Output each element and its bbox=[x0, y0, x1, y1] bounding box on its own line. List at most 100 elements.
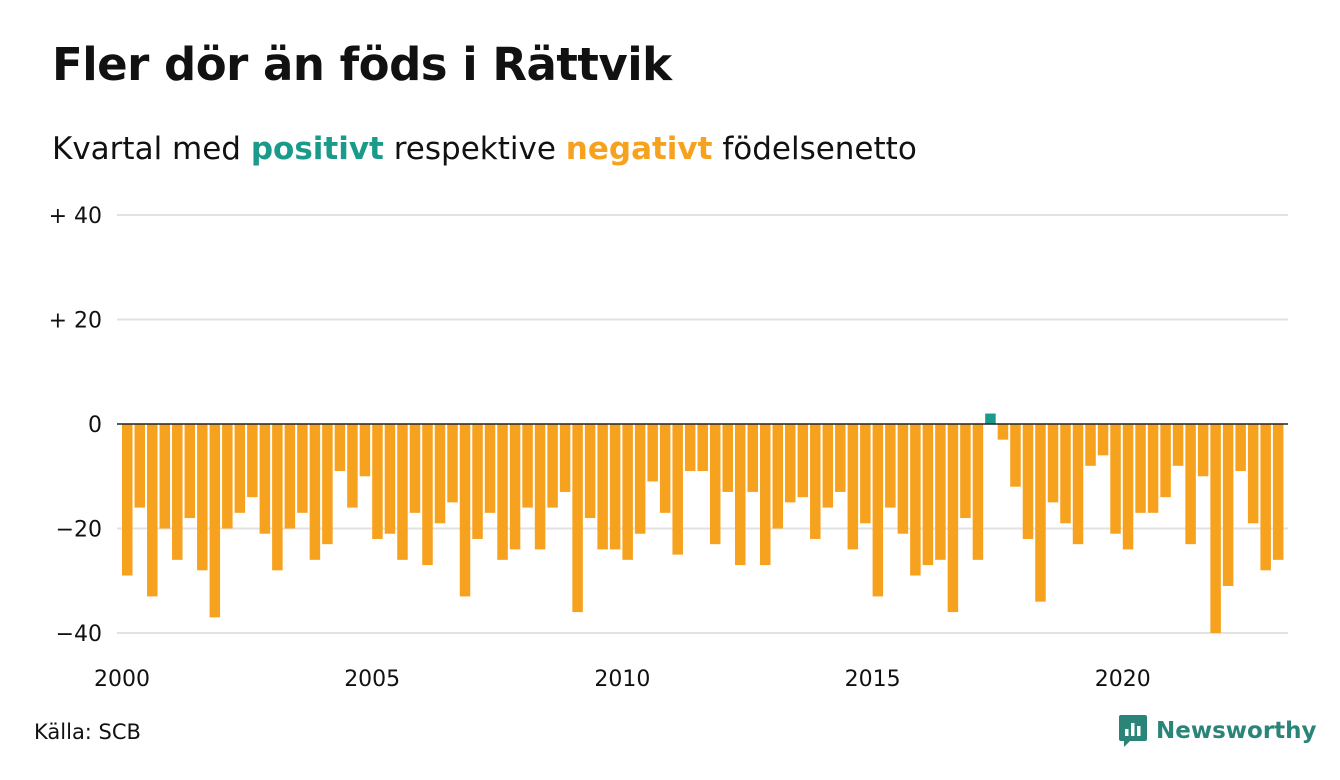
newsworthy-logo-icon bbox=[1119, 715, 1147, 747]
bar-negative bbox=[409, 424, 421, 513]
bar-negative bbox=[1060, 424, 1071, 524]
bar-negative bbox=[1022, 424, 1034, 539]
bar-negative bbox=[359, 424, 371, 477]
bar-negative bbox=[634, 424, 646, 534]
bar-negative bbox=[1247, 424, 1259, 524]
bar-negative bbox=[947, 424, 959, 613]
bar-negative bbox=[659, 424, 671, 513]
bar-negative bbox=[534, 424, 546, 550]
bar-negative bbox=[860, 424, 871, 524]
y-tick-label: + 40 bbox=[49, 204, 102, 229]
bar-negative bbox=[397, 424, 408, 560]
bar-negative bbox=[910, 424, 921, 576]
bar-negative bbox=[684, 424, 696, 472]
bar-negative bbox=[847, 424, 859, 550]
bar-negative bbox=[734, 424, 746, 566]
bar-negative bbox=[1272, 424, 1284, 560]
bar-negative bbox=[1122, 424, 1134, 550]
bar-negative bbox=[885, 424, 896, 508]
subtitle-negative-word: negativt bbox=[565, 131, 713, 167]
bar-negative bbox=[297, 424, 308, 513]
bar-negative bbox=[935, 424, 946, 560]
bar-negative bbox=[722, 424, 733, 492]
bar-negative bbox=[122, 424, 133, 576]
bar-negative bbox=[547, 424, 558, 508]
bar-negative bbox=[147, 424, 158, 597]
bar-negative bbox=[372, 424, 383, 539]
bar-negative bbox=[197, 424, 208, 571]
subtitle-suffix: födelsenetto bbox=[712, 131, 917, 167]
bar-negative bbox=[559, 424, 571, 492]
bar-negative bbox=[709, 424, 721, 545]
bar-negative bbox=[960, 424, 971, 519]
subtitle-middle: respektive bbox=[383, 131, 566, 167]
bar-negative bbox=[597, 424, 608, 550]
bar-negative bbox=[384, 424, 396, 534]
bar-negative bbox=[497, 424, 508, 560]
bar-negative bbox=[1185, 424, 1196, 545]
bar-negative bbox=[922, 424, 934, 566]
x-tick-label: 2010 bbox=[594, 667, 650, 692]
bar-negative bbox=[309, 424, 321, 560]
bar-negative bbox=[1110, 424, 1121, 534]
bar-negative bbox=[1097, 424, 1109, 456]
bar-negative bbox=[1035, 424, 1046, 602]
y-tick-label: 0 bbox=[88, 413, 102, 438]
bar-negative bbox=[1172, 424, 1184, 466]
bar-negative bbox=[522, 424, 533, 508]
bar-negative bbox=[797, 424, 809, 498]
bar-negative bbox=[822, 424, 834, 508]
bar-negative bbox=[760, 424, 771, 566]
source-note: Källa: SCB bbox=[34, 720, 141, 744]
bar-negative bbox=[509, 424, 521, 550]
subtitle-prefix: Kvartal med bbox=[52, 131, 251, 167]
y-tick-label: + 20 bbox=[49, 309, 102, 334]
bar-negative bbox=[322, 424, 333, 545]
x-tick-label: 2005 bbox=[344, 667, 400, 692]
bar-negative bbox=[622, 424, 633, 560]
bar-negative bbox=[222, 424, 233, 529]
bar-negative bbox=[184, 424, 196, 519]
bars-layer bbox=[122, 413, 1284, 633]
bar-negative bbox=[897, 424, 909, 534]
bar-negative bbox=[810, 424, 821, 539]
bar-negative bbox=[697, 424, 708, 472]
bar-negative bbox=[1085, 424, 1096, 466]
bar-negative bbox=[772, 424, 784, 529]
bar-negative bbox=[334, 424, 346, 472]
bar-negative bbox=[472, 424, 483, 539]
bar-negative bbox=[647, 424, 658, 482]
bar-negative bbox=[1072, 424, 1084, 545]
bar-negative bbox=[1197, 424, 1209, 477]
bar-negative bbox=[835, 424, 846, 492]
bar-negative bbox=[1147, 424, 1159, 513]
bar-negative bbox=[484, 424, 496, 513]
bar-negative bbox=[259, 424, 271, 534]
brand-logo: Newsworthy bbox=[1118, 714, 1317, 748]
bar-negative bbox=[1160, 424, 1171, 498]
bar-negative bbox=[272, 424, 283, 571]
bar-negative bbox=[972, 424, 984, 560]
bar-negative bbox=[747, 424, 758, 492]
bar-negative bbox=[1135, 424, 1146, 513]
bar-negative bbox=[134, 424, 146, 508]
y-axis-labels: + 40 + 20 0 −20 −40 bbox=[49, 204, 102, 647]
bar-negative bbox=[1222, 424, 1234, 586]
y-tick-label: −40 bbox=[56, 622, 102, 647]
x-tick-label: 2020 bbox=[1095, 667, 1151, 692]
bar-negative bbox=[459, 424, 471, 597]
y-tick-label: −20 bbox=[56, 518, 102, 543]
bar-negative bbox=[997, 424, 1009, 440]
bar-negative bbox=[247, 424, 258, 498]
bar-negative bbox=[347, 424, 358, 508]
bar-negative bbox=[584, 424, 596, 519]
bar-negative bbox=[159, 424, 171, 529]
chart-subtitle: Kvartal med positivt respektive negativt… bbox=[52, 131, 917, 167]
x-axis-labels: 2000 2005 2010 2015 2020 bbox=[94, 667, 1151, 692]
x-tick-label: 2000 bbox=[94, 667, 150, 692]
bar-negative bbox=[422, 424, 433, 566]
bar-negative bbox=[234, 424, 246, 513]
chart-title: Fler dör än föds i Rättvik bbox=[52, 38, 672, 91]
bar-positive bbox=[985, 413, 996, 424]
